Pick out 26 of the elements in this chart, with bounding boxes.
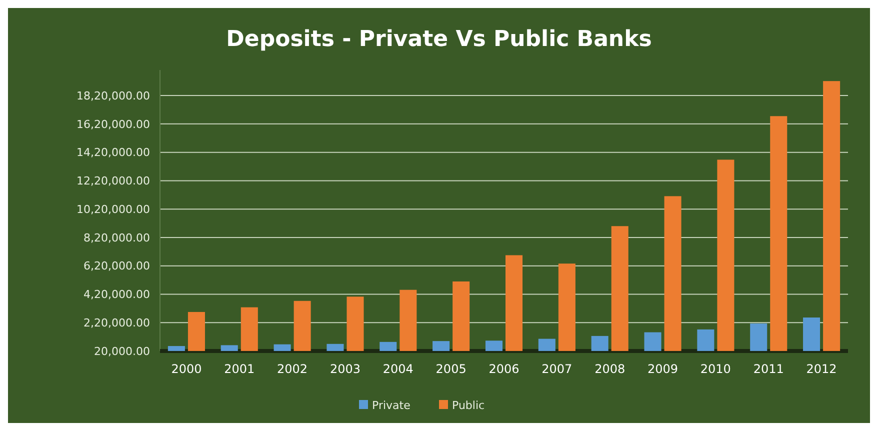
x-tick-label: 2006 xyxy=(488,362,520,376)
y-tick-label: 12,20,000.00 xyxy=(76,174,150,188)
x-tick-label: 2007 xyxy=(542,362,572,376)
x-tick-label: 2008 xyxy=(594,362,626,376)
y-tick-label: 4,20,000.00 xyxy=(84,288,150,302)
x-tick-label: 2011 xyxy=(753,362,784,376)
y-tick-label: 10,20,000.00 xyxy=(76,202,150,216)
x-tick-label: 2001 xyxy=(224,362,255,376)
y-tick-label: 18,20,000.00 xyxy=(76,89,150,102)
x-tick-label: 2004 xyxy=(382,362,414,376)
y-tick-label: 20,000.00 xyxy=(94,344,150,358)
x-tick-label: 2003 xyxy=(330,362,361,376)
legend-label: Private xyxy=(372,398,411,412)
chart-title: Deposits - Private Vs Public Banks xyxy=(226,27,652,52)
y-tick-label: 16,20,000.00 xyxy=(76,118,150,131)
x-tick-label: 2012 xyxy=(806,362,837,376)
x-tick-label: 2010 xyxy=(700,362,731,376)
x-tick-label: 2005 xyxy=(436,362,466,376)
x-tick-label: 2000 xyxy=(171,362,202,376)
x-tick-label: 2002 xyxy=(277,362,308,376)
y-tick-label: 14,20,000.00 xyxy=(76,146,150,160)
legend-label: Public xyxy=(452,398,485,412)
x-tick-label: 2009 xyxy=(647,362,678,376)
y-tick-label: 2,20,000.00 xyxy=(84,316,150,330)
y-tick-label: 8,20,000.00 xyxy=(84,231,150,244)
y-tick-label: 6,20,000.00 xyxy=(84,260,150,273)
